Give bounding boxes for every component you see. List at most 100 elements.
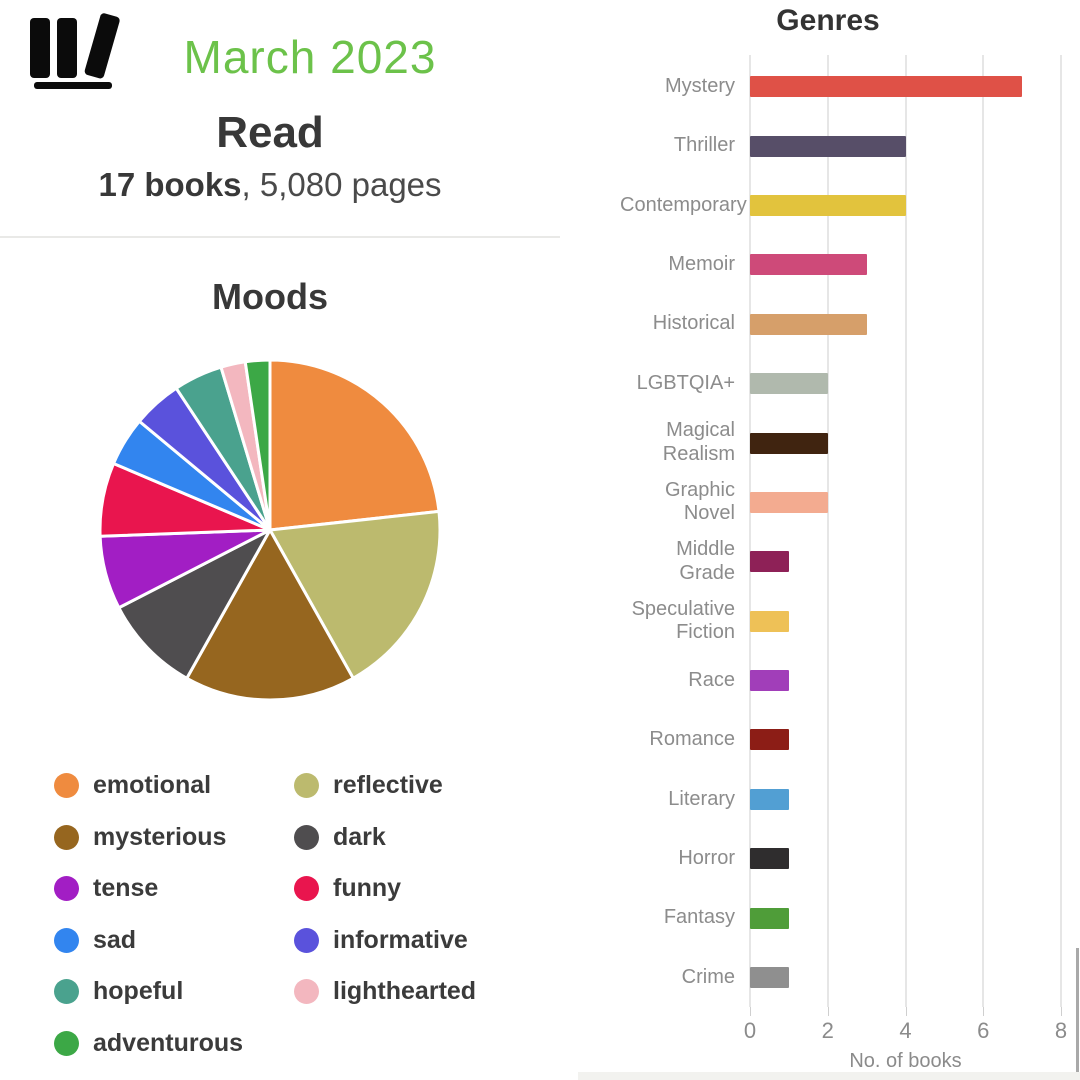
genre-label: Crime <box>681 965 735 988</box>
mood-legend-label: funny <box>333 874 402 903</box>
mood-legend-item-emotional: emotional <box>54 771 294 800</box>
moods-legend: emotional reflective mysterious dark tense fu… <box>54 760 524 1069</box>
gridline-0 <box>749 55 751 1007</box>
moods-pie-chart <box>98 358 442 702</box>
genre-label: Fantasy <box>663 906 735 929</box>
mood-legend-swatch <box>54 1030 79 1056</box>
genre-row: Horror <box>620 829 1080 888</box>
genre-bar-graphic-novel <box>750 491 828 513</box>
mood-legend-label: tense <box>93 874 159 903</box>
gridline-4 <box>904 55 907 1007</box>
book-spine-icon <box>57 18 77 78</box>
pie-slice-emotional <box>268 358 441 532</box>
mood-legend-swatch <box>294 876 319 902</box>
axis-tick <box>1061 1007 1062 1016</box>
tick-label-0: 0 <box>743 1018 757 1043</box>
genre-bar-lgbtqia- <box>750 373 828 395</box>
mood-legend-label: mysterious <box>93 822 227 851</box>
mood-legend-label: adventurous <box>93 1028 244 1057</box>
genre-bar-horror <box>750 848 789 870</box>
mood-legend-swatch <box>294 927 319 953</box>
tilted-book-spine-icon <box>83 12 121 80</box>
genres-grid-layer <box>749 55 1062 1016</box>
genre-bar-fantasy <box>750 907 789 929</box>
genre-bar-historical <box>750 313 867 335</box>
genre-row: Magical Realism <box>620 413 1080 472</box>
mood-legend-item-tense: tense <box>54 874 294 903</box>
tick-label-2: 2 <box>821 1018 834 1043</box>
genre-bar-crime <box>750 967 789 989</box>
genre-bar-literary <box>750 788 789 810</box>
mood-legend-item-funny: funny <box>294 874 524 903</box>
genre-row: Contemporary <box>620 176 1080 235</box>
genre-row: Historical <box>620 295 1080 354</box>
genre-bar-magical-realism <box>750 432 828 454</box>
pie-slice-mysterious <box>185 528 355 702</box>
genre-bar-race <box>750 670 789 692</box>
genres-rows: Mystery Thriller Contemporary Memoir Histori… <box>620 57 1080 1007</box>
genre-row: Thriller <box>620 116 1080 175</box>
genre-row: Speculative Fiction <box>620 592 1080 651</box>
cropped-edge-line <box>1076 948 1079 1080</box>
mood-legend-item-sad: sad <box>54 926 294 955</box>
moods-title: Moods <box>212 276 328 317</box>
mood-legend-swatch <box>294 824 319 850</box>
gridline-6 <box>982 55 985 1007</box>
genre-label: Magical Realism <box>662 419 735 466</box>
mood-legend-item-reflective: reflective <box>294 771 524 800</box>
cropped-bottom-strip <box>578 1072 1080 1080</box>
mood-legend-swatch <box>54 979 79 1005</box>
genre-label: Race <box>688 668 735 691</box>
genre-row: Literary <box>620 770 1080 829</box>
genre-row: Romance <box>620 710 1080 769</box>
mood-legend-item-hopeful: hopeful <box>54 977 294 1006</box>
genre-label: Romance <box>649 728 735 751</box>
tick-label-8: 8 <box>1054 1018 1068 1043</box>
section-divider <box>0 236 560 238</box>
gridline-8 <box>1060 55 1062 1007</box>
genre-row: Crime <box>620 948 1080 1007</box>
genre-label: Speculative Fiction <box>631 597 735 644</box>
genre-label: Memoir <box>668 253 735 276</box>
mood-legend-label: sad <box>93 925 137 954</box>
pie-slice-adventurous <box>243 358 272 532</box>
pages-count: , 5,080 pages <box>241 166 442 203</box>
genre-label: Horror <box>678 846 735 869</box>
storygraph-logo <box>30 12 121 90</box>
tick-label-4: 4 <box>899 1018 912 1043</box>
genre-bar-middle-grade <box>750 551 789 573</box>
books-count: 17 books <box>98 166 242 203</box>
mood-legend-swatch <box>54 773 79 799</box>
genre-label: LGBTQIA+ <box>636 371 735 394</box>
genre-bar-contemporary <box>750 194 906 216</box>
mood-legend-item-mysterious: mysterious <box>54 823 294 852</box>
genre-row: Race <box>620 651 1080 710</box>
mood-legend-swatch <box>54 824 79 850</box>
mood-legend-swatch <box>54 927 79 953</box>
genres-title: Genres <box>776 4 880 37</box>
x-axis-ticks: 0 2 4 6 8 <box>744 1018 1067 1044</box>
genre-bar-thriller <box>750 135 906 157</box>
tick-label-6: 6 <box>977 1018 990 1043</box>
bookshelf-line-icon <box>34 82 112 89</box>
genre-row: Mystery <box>620 57 1080 116</box>
mood-legend-swatch <box>294 979 319 1005</box>
genre-bar-speculative-fiction <box>750 610 789 632</box>
mood-legend-item-lighthearted: lighthearted <box>294 977 524 1006</box>
mood-legend-swatch <box>294 773 319 799</box>
read-stats: 17 books, 5,080 pages <box>0 166 540 204</box>
mood-legend-label: reflective <box>333 771 443 800</box>
genre-label: Thriller <box>673 134 735 157</box>
genre-bar-mystery <box>750 76 1023 98</box>
genre-row: Fantasy <box>620 888 1080 947</box>
pie-slice-reflective <box>268 509 442 680</box>
axis-tick <box>983 1007 985 1016</box>
genre-label: Graphic Novel <box>664 478 735 525</box>
genre-bar-romance <box>750 729 789 751</box>
genre-label: Literary <box>668 787 735 810</box>
mood-legend-label: dark <box>333 822 386 851</box>
mood-legend-label: lighthearted <box>333 977 477 1006</box>
axis-tick <box>905 1007 907 1016</box>
axis-tick <box>827 1007 829 1016</box>
